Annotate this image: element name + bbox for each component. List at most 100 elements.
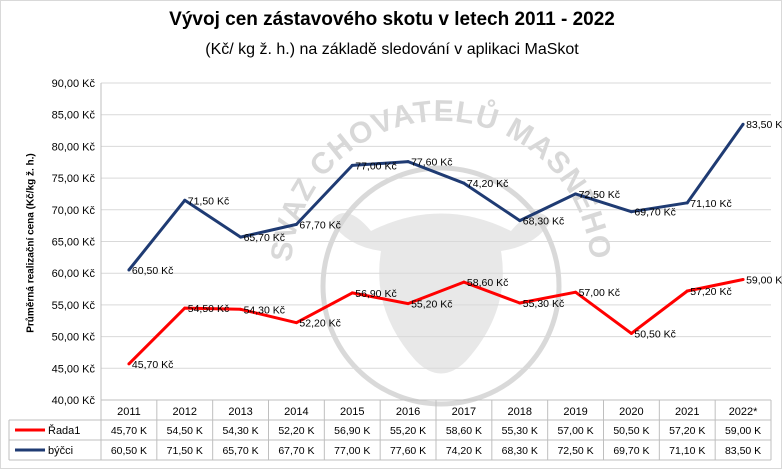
data-point — [183, 306, 187, 310]
data-label: 52,20 Kč — [299, 318, 340, 330]
y-tick-label: 70,00 Kč — [52, 205, 96, 217]
data-label: 74,20 Kč — [467, 178, 508, 190]
x-tick-label: 2014 — [284, 406, 308, 418]
data-point — [294, 321, 298, 325]
table-cell: 59,00 K — [725, 425, 761, 437]
data-label: 77,00 Kč — [355, 160, 396, 172]
data-label: 58,60 Kč — [467, 277, 508, 289]
data-label: 71,50 Kč — [188, 195, 229, 207]
table-cell: 57,20 K — [669, 425, 705, 437]
table-cell: 54,30 K — [222, 425, 258, 437]
y-tick-label: 40,00 Kč — [52, 395, 96, 407]
table-cell: 55,20 K — [390, 425, 426, 437]
grid-lines — [100, 82, 771, 401]
data-label: 50,50 Kč — [634, 328, 675, 340]
data-point — [462, 181, 466, 185]
data-point — [294, 222, 298, 226]
data-point — [741, 278, 745, 282]
table-cell: 69,70 K — [613, 445, 649, 457]
data-point — [239, 235, 243, 239]
y-tick-label: 75,00 Kč — [52, 173, 96, 185]
table-cell: 71,10 K — [669, 445, 705, 457]
data-point — [406, 160, 410, 164]
data-label: 67,70 Kč — [299, 219, 340, 231]
data-labels: 45,70 Kč 54,50 Kč 54,30 Kč 52,20 Kč 56,90 Kč… — [132, 119, 782, 371]
table-cell: 54,50 K — [167, 425, 203, 437]
series-lines — [127, 122, 745, 366]
data-label: 59,00 Kč — [746, 275, 782, 287]
y-tick-labels: 40,00 Kč 45,00 Kč 50,00 Kč 55,00 Kč 60,00 Kč… — [52, 78, 96, 407]
data-label: 69,70 Kč — [634, 207, 675, 219]
legend-label: Řada1 — [48, 424, 80, 437]
data-point — [574, 290, 578, 294]
data-point — [741, 122, 745, 126]
x-tick-label: 2021 — [675, 406, 699, 418]
data-point — [629, 210, 633, 214]
data-label: 68,30 Kč — [523, 216, 564, 228]
data-point — [127, 268, 131, 272]
table-cell: 71,50 K — [167, 445, 203, 457]
x-tick-label: 2018 — [508, 406, 532, 418]
y-tick-label: 55,00 Kč — [52, 300, 96, 312]
data-label: 54,50 Kč — [188, 303, 229, 315]
data-point — [406, 302, 410, 306]
data-label: 56,90 Kč — [355, 288, 396, 300]
data-label: 45,70 Kč — [132, 359, 173, 371]
x-tick-label: 2012 — [173, 406, 197, 418]
data-label: 54,30 Kč — [244, 304, 285, 316]
data-label: 57,00 Kč — [579, 287, 620, 299]
data-label: 55,20 Kč — [411, 299, 452, 311]
data-point — [350, 163, 354, 167]
data-label: 71,10 Kč — [690, 198, 731, 210]
x-tick-label: 2013 — [228, 406, 252, 418]
data-label: 77,60 Kč — [411, 157, 452, 169]
data-table: 2011 2012 2013 2014 2015 2016 2017 2018 2019 2020… — [8, 399, 772, 461]
data-point — [629, 331, 633, 335]
x-tick-label: 2020 — [619, 406, 643, 418]
series-line-0 — [127, 278, 744, 365]
watermark-bull-head — [331, 213, 551, 374]
table-cell: 60,50 K — [111, 445, 147, 457]
y-tick-label: 85,00 Kč — [52, 110, 96, 122]
data-point — [462, 280, 466, 284]
table-cell: 83,50 K — [725, 445, 761, 457]
y-tick-label: 80,00 Kč — [52, 141, 96, 153]
table-cell: 68,30 K — [502, 445, 538, 457]
y-tick-label: 50,00 Kč — [52, 332, 96, 344]
data-point — [574, 192, 578, 196]
data-label: 57,20 Kč — [690, 286, 731, 298]
data-label: 72,50 Kč — [579, 189, 620, 201]
x-tick-label: 2016 — [396, 406, 420, 418]
x-tick-label: 2017 — [452, 406, 476, 418]
table-cell: 72,50 K — [557, 445, 593, 457]
table-cell: 65,70 K — [222, 445, 258, 457]
table-cell: 67,70 K — [278, 445, 314, 457]
data-point — [685, 201, 689, 205]
table-cell: 50,50 K — [613, 425, 649, 437]
series-line-1 — [127, 123, 745, 271]
x-tick-label: 2015 — [340, 406, 364, 418]
table-cell: 74,20 K — [446, 445, 482, 457]
x-tick-label: 2022* — [729, 406, 758, 418]
data-point — [350, 291, 354, 295]
legend-label: býčci — [48, 445, 73, 457]
data-label: 60,50 Kč — [132, 265, 173, 277]
table-cell: 77,60 K — [390, 445, 426, 457]
x-tick-label: 2011 — [117, 406, 141, 418]
y-tick-label: 65,00 Kč — [52, 237, 96, 249]
watermark-ring — [320, 165, 562, 407]
chart-title: Vývoj cen zástavového skotu v letech 201… — [169, 9, 615, 30]
table-cell: 57,00 K — [557, 425, 593, 437]
data-point — [685, 289, 689, 293]
data-point — [518, 219, 522, 223]
data-point — [239, 307, 243, 311]
y-tick-label: 90,00 Kč — [52, 78, 96, 90]
data-label: 83,50 Kč — [746, 119, 782, 131]
data-label: 65,70 Kč — [244, 232, 285, 244]
data-label: 55,30 Kč — [523, 298, 564, 310]
data-point — [183, 198, 187, 202]
table-cell: 52,20 K — [278, 425, 314, 437]
y-tick-label: 60,00 Kč — [52, 268, 96, 280]
